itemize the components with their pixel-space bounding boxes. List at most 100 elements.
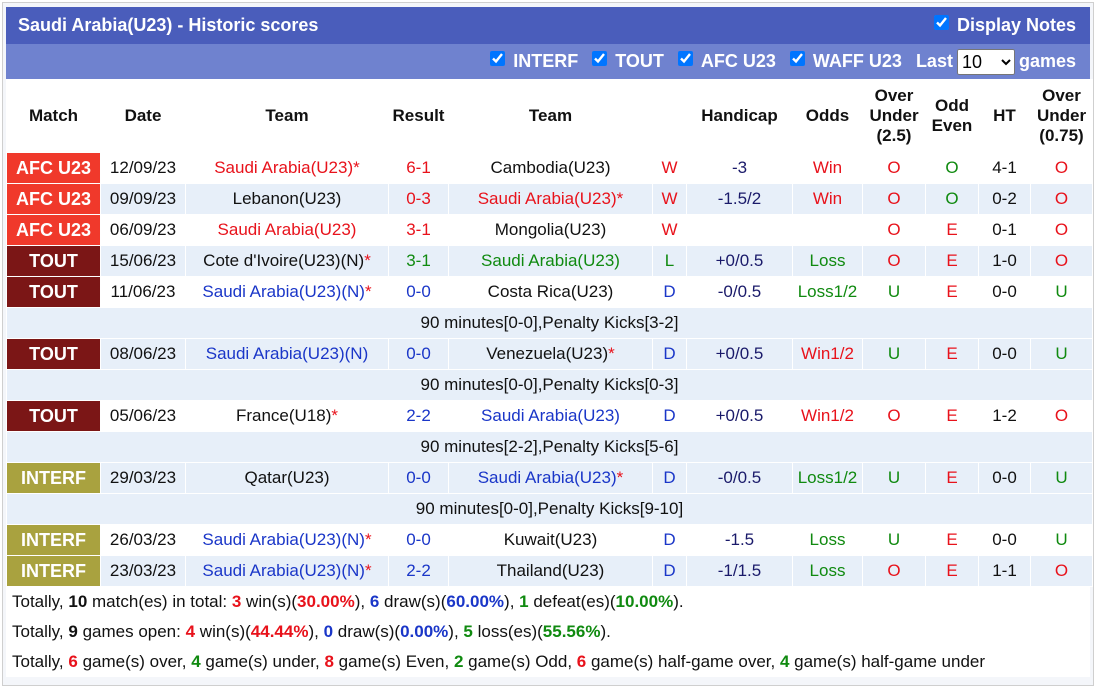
display-notes-checkbox[interactable] — [933, 15, 949, 30]
summary-text: match(es) in total: — [87, 592, 232, 611]
summary-text: game(s) half-game under — [789, 652, 986, 671]
neutral-mark: * — [364, 561, 372, 580]
summary-text: games open: — [77, 622, 186, 641]
away-team-cell: Saudi Arabia(U23)* — [448, 183, 653, 215]
column-header-line: Over — [874, 86, 914, 105]
league-cell: AFC U23 — [6, 183, 101, 215]
odds-cell: Loss1/2 — [792, 276, 863, 308]
filter-checkbox[interactable] — [789, 51, 805, 66]
date-cell: 11/06/23 — [100, 276, 186, 308]
filter-toggle[interactable]: AFC U23 — [677, 51, 776, 72]
match-note: 90 minutes[0-0],Penalty Kicks[9-10] — [6, 493, 1093, 525]
summary-text: game(s) half-game over, — [586, 652, 780, 671]
column-header: Odds — [792, 79, 863, 153]
date-cell: 26/03/23 — [100, 524, 186, 556]
home-team-cell: Qatar(U23) — [185, 462, 389, 494]
summary-text: ), — [448, 622, 464, 641]
team-name: Qatar(U23) — [244, 468, 330, 487]
summary-text: draw(s)( — [333, 622, 401, 641]
match-row: INTERF 26/03/23 Saudi Arabia(U23)(N)* 0-0 Ku… — [6, 524, 1093, 556]
away-team-cell: Kuwait(U23) — [448, 524, 653, 556]
neutral-mark: * — [353, 158, 360, 177]
note-row: 90 minutes[0-0],Penalty Kicks[0-3] — [6, 369, 1093, 401]
match-note: 90 minutes[0-0],Penalty Kicks[3-2] — [6, 307, 1093, 339]
league-cell: INTERF — [6, 524, 101, 556]
team-name: Kuwait(U23) — [503, 530, 598, 549]
half-time-cell: 1-1 — [978, 555, 1031, 587]
summary-figure: 5 — [463, 622, 473, 641]
team-name: Saudi Arabia(U23) — [477, 468, 617, 487]
half-time-cell: 0-2 — [978, 183, 1031, 215]
summary-figure: 2 — [453, 652, 464, 671]
result-cell: 0-0 — [388, 338, 449, 370]
column-header-line: Under — [869, 106, 919, 125]
handicap-cell: -1/1.5 — [686, 555, 793, 587]
result-cell: 0-0 — [388, 524, 449, 556]
half-time-cell: 4-1 — [978, 152, 1031, 184]
filter-toggle[interactable]: WAFF U23 — [789, 51, 902, 72]
column-header-line: Even — [931, 116, 973, 135]
games-select[interactable]: 10 — [956, 48, 1015, 75]
summary-figure: 6 — [68, 652, 78, 671]
column-header: Over Under (2.5) — [862, 79, 926, 153]
summary-text: Totally, — [12, 652, 69, 671]
over-under-075-cell: U — [1030, 338, 1093, 370]
over-under-cell: O — [862, 214, 926, 246]
last-games: Last 10 games — [916, 48, 1076, 75]
team-name: Cambodia(U23) — [490, 158, 611, 177]
summary-text: game(s) Even, — [333, 652, 454, 671]
filter-bar: INTERF TOUT AFC U23 WAFF U23 Last 10 games — [6, 44, 1090, 79]
note-row: 90 minutes[0-0],Penalty Kicks[9-10] — [6, 493, 1093, 525]
summary-figure: 9 — [68, 622, 78, 641]
over-under-cell: U — [862, 524, 926, 556]
over-under-cell: O — [862, 400, 926, 432]
date-cell: 23/03/23 — [100, 555, 186, 587]
panel-title: Saudi Arabia(U23) - Historic scores — [18, 15, 319, 35]
column-header: Odd Even — [925, 79, 979, 153]
filter-checkbox[interactable] — [592, 51, 608, 66]
home-team-cell: Saudi Arabia(U23)(N) — [185, 338, 389, 370]
filter-label: TOUT — [615, 51, 664, 71]
summary-text: ), — [354, 592, 370, 611]
date-cell: 29/03/23 — [100, 462, 186, 494]
summary-text: defeat(es)( — [528, 592, 616, 611]
column-header: Match — [6, 79, 101, 153]
match-row: TOUT 08/06/23 Saudi Arabia(U23)(N) 0-0 Venez… — [6, 338, 1093, 370]
result-cell: 0-3 — [388, 183, 449, 215]
display-notes-toggle[interactable]: Display Notes — [933, 15, 1076, 36]
filter-checkbox[interactable] — [490, 51, 506, 66]
outcome-cell: D — [652, 338, 687, 370]
team-name: Saudi Arabia(U23) — [481, 251, 620, 270]
over-under-cell: U — [862, 338, 926, 370]
home-team-cell: Saudi Arabia(U23) — [185, 214, 389, 246]
filter-label: WAFF U23 — [812, 51, 902, 71]
match-row: INTERF 23/03/23 Saudi Arabia(U23)(N)* 2-2 Th… — [6, 555, 1093, 587]
over-under-cell: O — [862, 555, 926, 587]
filter-toggle[interactable]: TOUT — [592, 51, 664, 72]
summary-figure: 10 — [68, 592, 88, 611]
column-header: Team — [185, 79, 389, 153]
date-cell: 15/06/23 — [100, 245, 186, 277]
away-team-cell: Saudi Arabia(U23)* — [448, 462, 653, 494]
away-team-cell: Cambodia(U23) — [448, 152, 653, 184]
away-team-cell: Mongolia(U23) — [448, 214, 653, 246]
odd-even-cell: E — [925, 245, 979, 277]
team-name: Saudi Arabia(U23)(N) — [202, 282, 365, 301]
filter-label: AFC U23 — [700, 51, 776, 71]
summary-figure: 30.00% — [297, 592, 355, 611]
column-header-line: (2.5) — [876, 126, 912, 145]
header-row: Match Date Team Result Team Handicap Odds Over U… — [6, 79, 1093, 153]
summary-text: Totally, — [12, 622, 69, 641]
filter-checkbox[interactable] — [677, 51, 693, 66]
home-team-cell: France(U18)* — [185, 400, 389, 432]
filter-toggle[interactable]: INTERF — [490, 51, 578, 72]
home-team-cell: Saudi Arabia(U23)(N)* — [185, 524, 389, 556]
over-under-075-cell: U — [1030, 524, 1093, 556]
team-name: Mongolia(U23) — [494, 220, 607, 239]
column-header: HT — [978, 79, 1031, 153]
summary-figure: 1 — [519, 592, 529, 611]
odd-even-cell: O — [925, 152, 979, 184]
neutral-mark: * — [331, 406, 339, 425]
team-name: Saudi Arabia(U23)(N) — [202, 530, 365, 549]
neutral-mark: * — [608, 344, 615, 363]
